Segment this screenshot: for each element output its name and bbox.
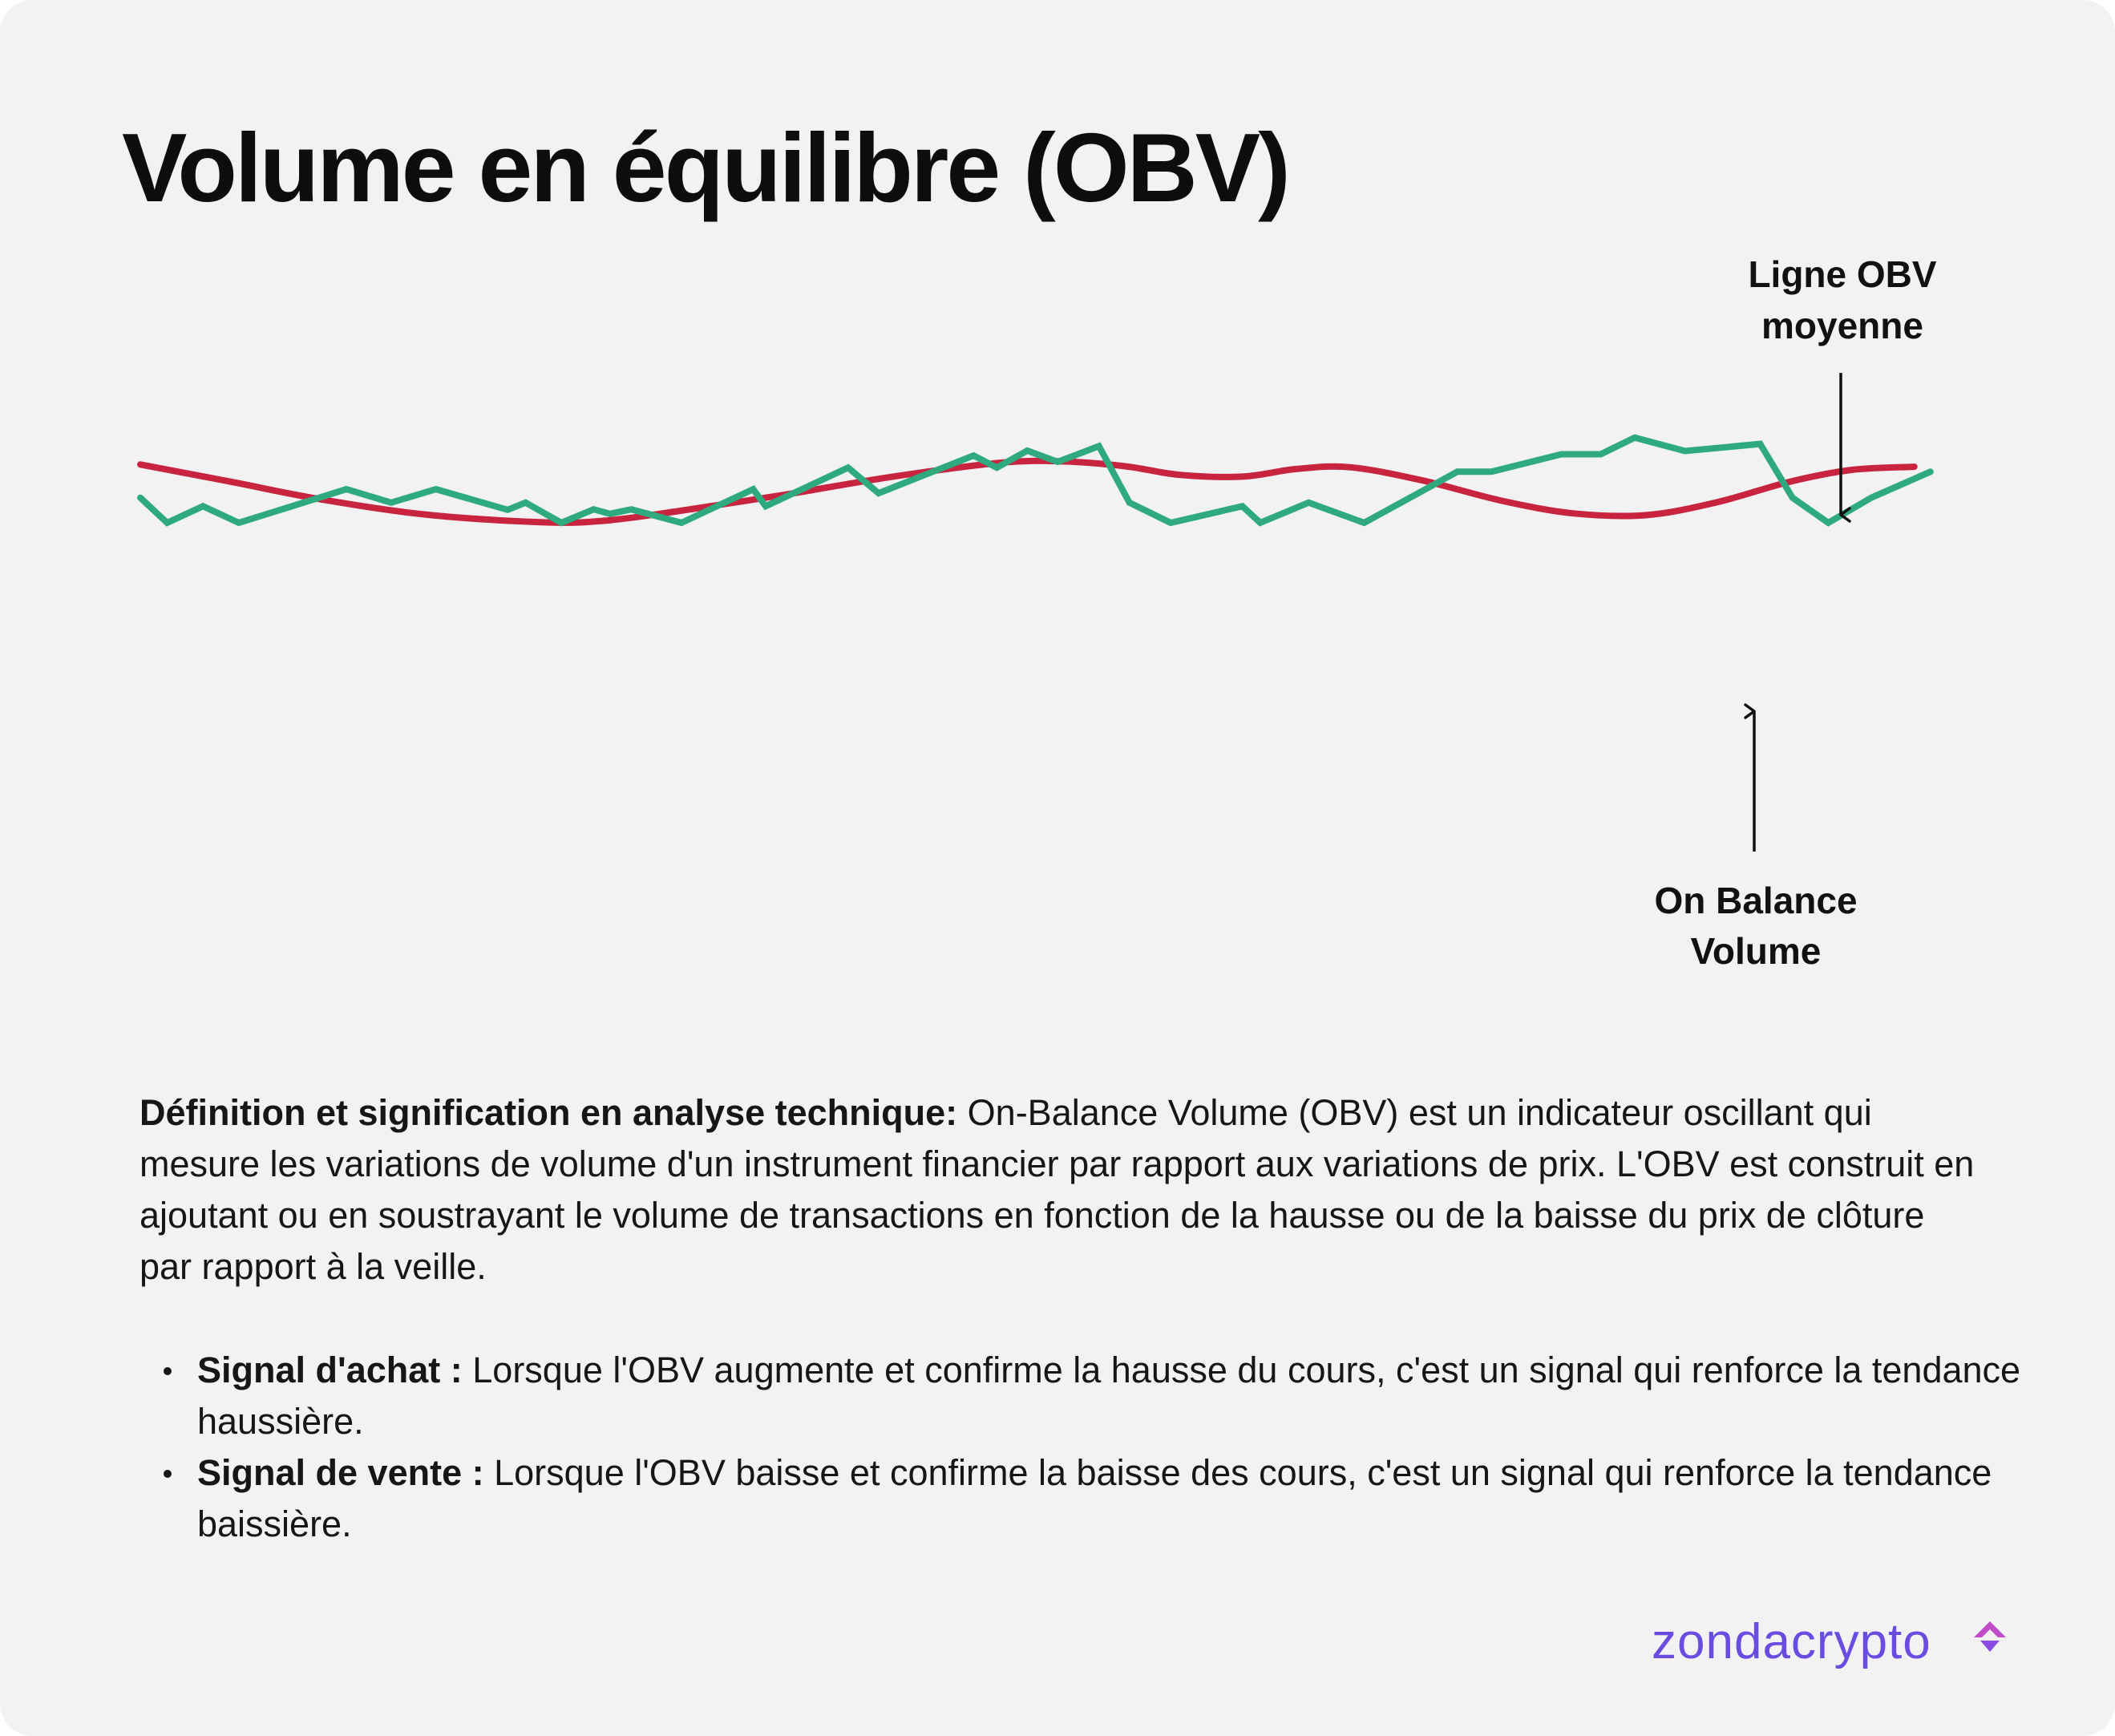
brand-logo-icon: [1974, 1621, 2006, 1652]
annotation-average-line-2: moyenne: [1761, 305, 1923, 346]
annotation-obv-line-2: Volume: [1691, 930, 1822, 972]
definition-paragraph: Définition et signification en analyse t…: [140, 1087, 1984, 1293]
series-layer: [137, 434, 1934, 527]
list-item: Signal de vente : Lorsque l'OBV baisse e…: [164, 1447, 2041, 1550]
page-title: Volume en équilibre (OBV): [122, 113, 1291, 222]
definition-text: On-Balance Volume (OBV) est un indicateu…: [140, 1092, 1975, 1287]
annotation-average-line-1: Ligne OBV: [1748, 253, 1936, 295]
obv-chart: Ligne OBV moyenne On Balance Volume: [137, 253, 1937, 972]
series-line-obv: [137, 434, 1934, 527]
annotations: Ligne OBV moyenne On Balance Volume: [1654, 253, 1936, 972]
series-line-average: [137, 457, 1918, 526]
sell-signal-label: Signal de vente :: [197, 1452, 484, 1493]
list-item: Signal d'achat : Lorsque l'OBV augmente …: [164, 1345, 2041, 1447]
buy-signal-text: Lorsque l'OBV augmente et confirme la ha…: [197, 1350, 2021, 1442]
buy-signal-label: Signal d'achat :: [197, 1350, 463, 1390]
signal-list: Signal d'achat : Lorsque l'OBV augmente …: [140, 1345, 2041, 1550]
annotation-obv-line-1: On Balance: [1654, 880, 1857, 921]
brand-logo-text: zondacrypto: [1652, 1614, 1931, 1669]
sell-signal-text: Lorsque l'OBV baisse et confirme la bais…: [197, 1452, 1992, 1544]
definition-label: Définition et signification en analyse t…: [140, 1092, 958, 1133]
